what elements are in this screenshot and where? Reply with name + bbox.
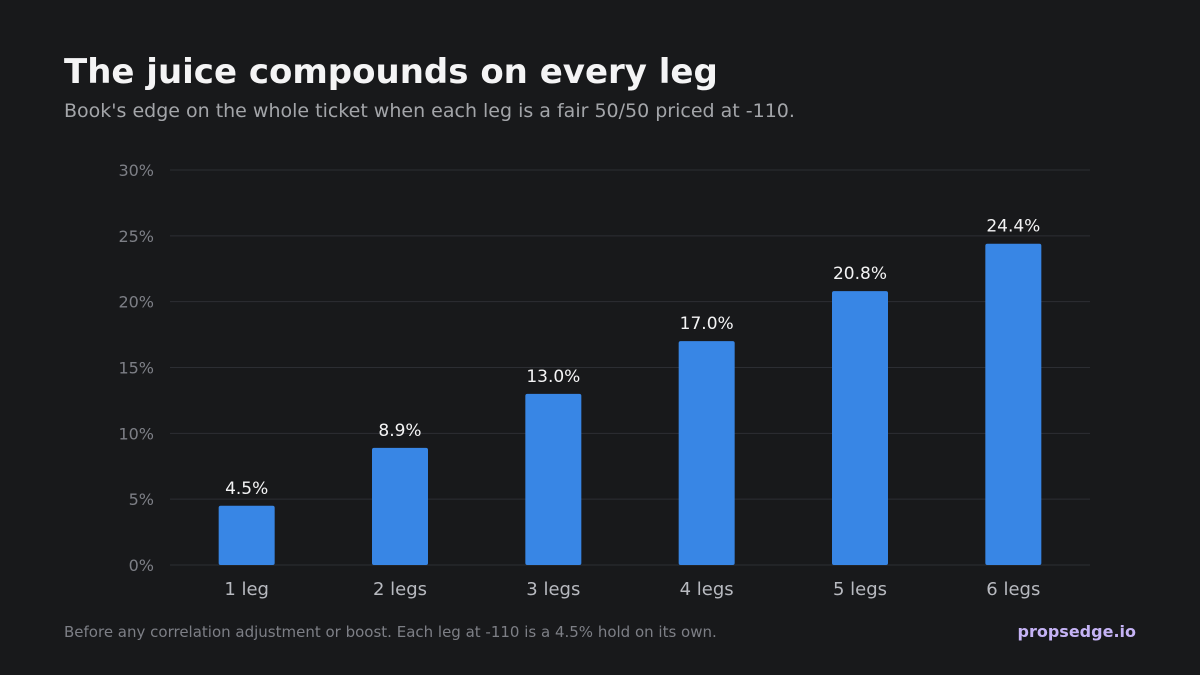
- data-label: 4.5%: [225, 479, 268, 499]
- x-tick-label: 5 legs: [833, 579, 887, 600]
- data-label: 20.8%: [833, 264, 887, 284]
- y-tick-label: 20%: [118, 293, 154, 312]
- x-tick-label: 1 leg: [224, 579, 269, 600]
- bar: [985, 243, 1042, 565]
- y-tick-label: 15%: [118, 359, 154, 378]
- y-tick-label: 10%: [118, 424, 154, 443]
- x-tick-label: 4 legs: [680, 579, 734, 600]
- bar: [372, 447, 428, 565]
- data-label: 8.9%: [378, 421, 421, 441]
- y-tick-label: 0%: [129, 556, 154, 575]
- x-tick-label: 3 legs: [526, 579, 580, 600]
- brand-link[interactable]: propsedge.io: [1017, 622, 1136, 641]
- y-tick-label: 25%: [118, 227, 154, 246]
- y-tick-label: 30%: [118, 161, 154, 180]
- bar: [218, 505, 275, 565]
- y-tick-label: 5%: [129, 490, 154, 509]
- data-label: 13.0%: [526, 367, 580, 387]
- bar: [832, 291, 888, 565]
- data-label: 17.0%: [680, 314, 734, 334]
- chart-subtitle: Book's edge on the whole ticket when eac…: [64, 100, 795, 122]
- data-label: 24.4%: [986, 217, 1040, 237]
- footnote: Before any correlation adjustment or boo…: [64, 623, 717, 641]
- x-tick-label: 6 legs: [986, 579, 1040, 600]
- bar: [525, 393, 582, 565]
- chart-title: The juice compounds on every leg: [64, 52, 718, 92]
- x-tick-label: 2 legs: [373, 579, 427, 600]
- bar: [678, 341, 735, 565]
